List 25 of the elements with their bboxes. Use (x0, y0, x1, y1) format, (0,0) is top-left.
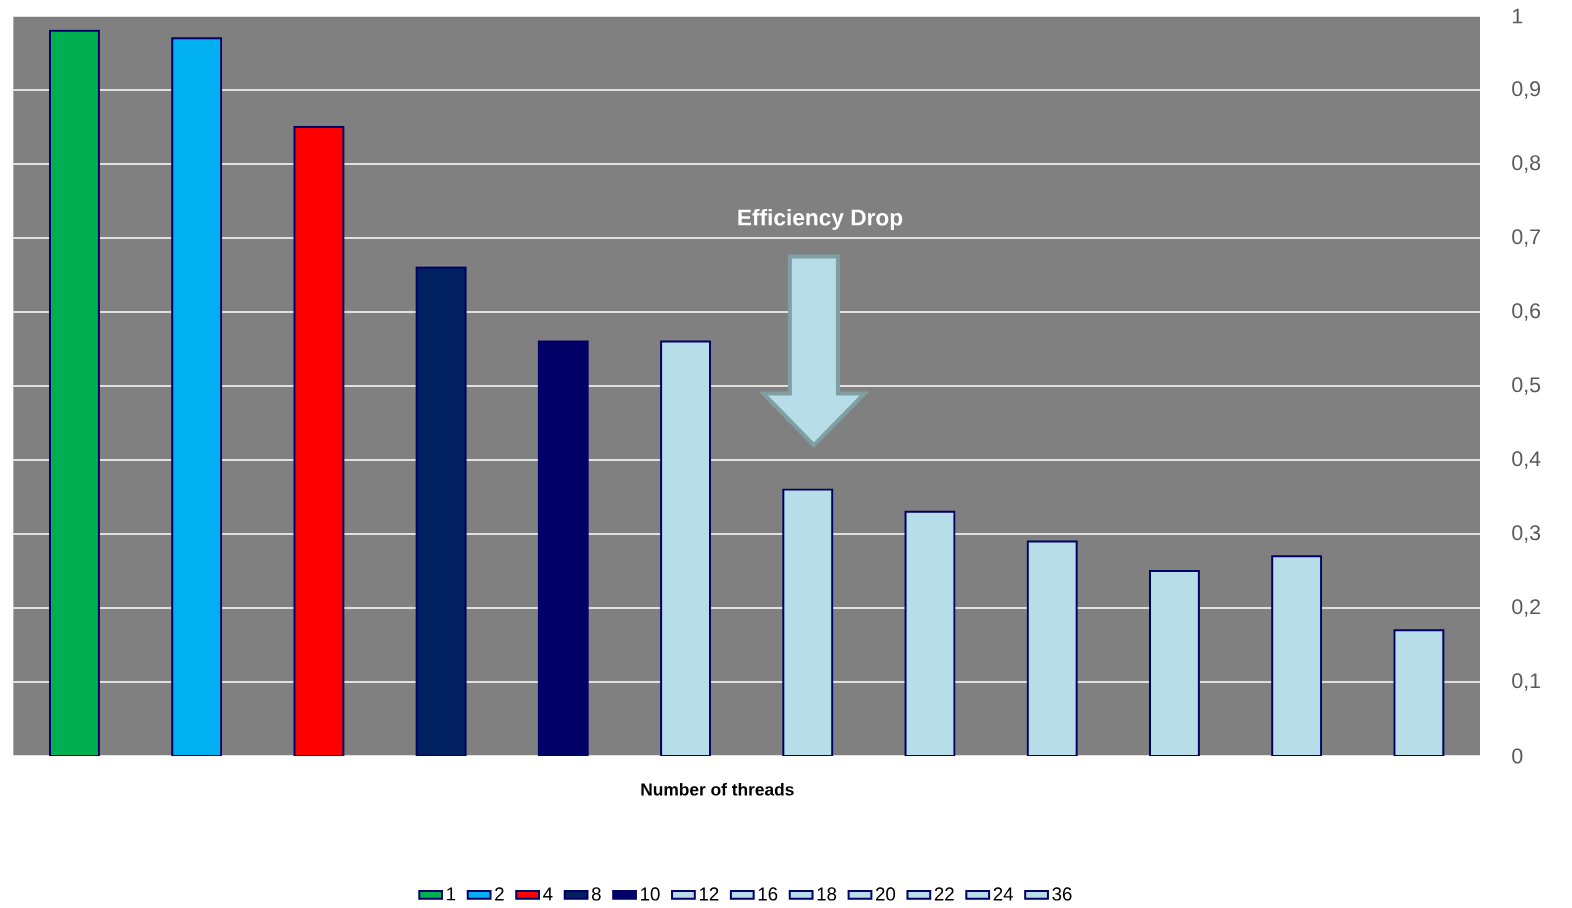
y-tick-label: 0,4 (1512, 451, 1541, 469)
y-tick-label: 1 (1513, 8, 1523, 24)
legend-label: 10 (641, 887, 660, 901)
legend-label: 1 (447, 887, 456, 901)
y-tick-label: 0,7 (1512, 229, 1540, 247)
y-tick-label: 0,5 (1512, 377, 1541, 395)
legend-label: 20 (875, 887, 896, 901)
legend-label: 24 (993, 887, 1013, 901)
legend-label: 8 (591, 887, 601, 901)
legend-label: 36 (1052, 887, 1072, 901)
legend-label: 2 (495, 887, 504, 901)
y-tick-label: 0,1 (1512, 673, 1540, 691)
y-tick-label: 0,9 (1512, 81, 1541, 99)
y-tick-label: 0,8 (1512, 155, 1541, 173)
y-tick-label: 0,2 (1512, 599, 1540, 617)
legend-label: 12 (699, 887, 719, 901)
y-tick-label: 0,3 (1512, 525, 1541, 543)
legend-label: 22 (934, 887, 954, 901)
annotation: Efficiency Drop (738, 209, 903, 231)
y-tick-label: 0,6 (1512, 303, 1541, 321)
x-axis-title: Number of threads (641, 783, 794, 796)
legend-label: 16 (758, 887, 778, 901)
legend-label: 18 (817, 887, 837, 901)
legend-label: 4 (543, 887, 553, 901)
y-tick-label: 0 (1512, 748, 1523, 764)
